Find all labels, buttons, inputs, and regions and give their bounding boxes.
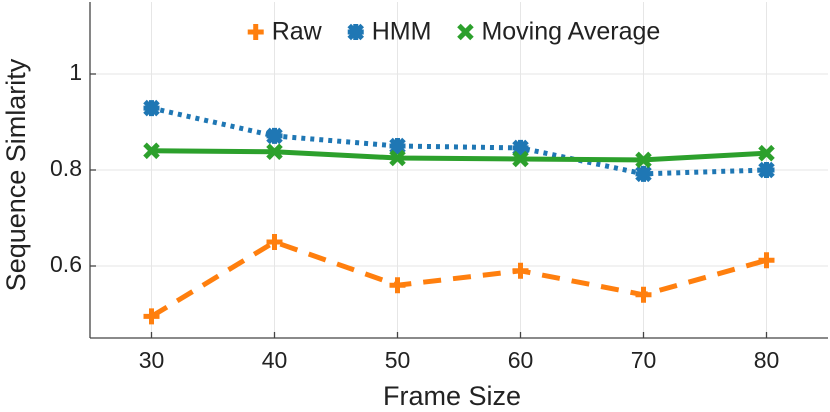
marker (758, 144, 775, 162)
series-line (150, 239, 768, 319)
x-tick-label: 80 (754, 347, 780, 373)
legend-marker (347, 23, 365, 41)
x-tick-label: 70 (631, 347, 657, 373)
x-tick-label: 60 (508, 347, 534, 373)
y-tick-label: 0.8 (50, 155, 82, 181)
marker (512, 150, 529, 168)
legend-item: Moving Average (457, 18, 660, 46)
legend-item: Raw (247, 18, 323, 46)
legend-label: Raw (272, 18, 323, 46)
legend-label: HMM (372, 18, 432, 46)
x-tick-label: 50 (385, 347, 411, 373)
marker (512, 262, 529, 279)
marker (635, 286, 652, 303)
x-tick-label: 40 (262, 347, 288, 373)
y-tick-label: 0.6 (50, 251, 82, 277)
marker (389, 149, 406, 167)
legend-marker (457, 23, 474, 41)
y-tick-label: 1 (69, 59, 82, 85)
x-axis-label: Frame Size (383, 381, 521, 411)
marker (635, 165, 652, 183)
marker (266, 127, 283, 145)
marker (635, 151, 652, 169)
legend-marker (247, 24, 264, 40)
series-line (150, 105, 767, 177)
marker (143, 142, 160, 160)
marker (389, 137, 406, 155)
marker (143, 308, 160, 325)
marker (266, 234, 283, 250)
y-axis-label: Sequence Simlarity (1, 58, 31, 291)
marker (758, 252, 775, 269)
marker (389, 277, 406, 294)
series-line (151, 148, 767, 163)
legend-label: Moving Average (481, 18, 660, 46)
marker (512, 139, 529, 157)
x-tick-label: 30 (139, 347, 165, 373)
marker (266, 143, 283, 161)
legend: Raw HMM Moving Average (247, 18, 660, 46)
legend-item: HMM (347, 18, 432, 46)
marker (758, 161, 775, 179)
marker (143, 99, 160, 117)
